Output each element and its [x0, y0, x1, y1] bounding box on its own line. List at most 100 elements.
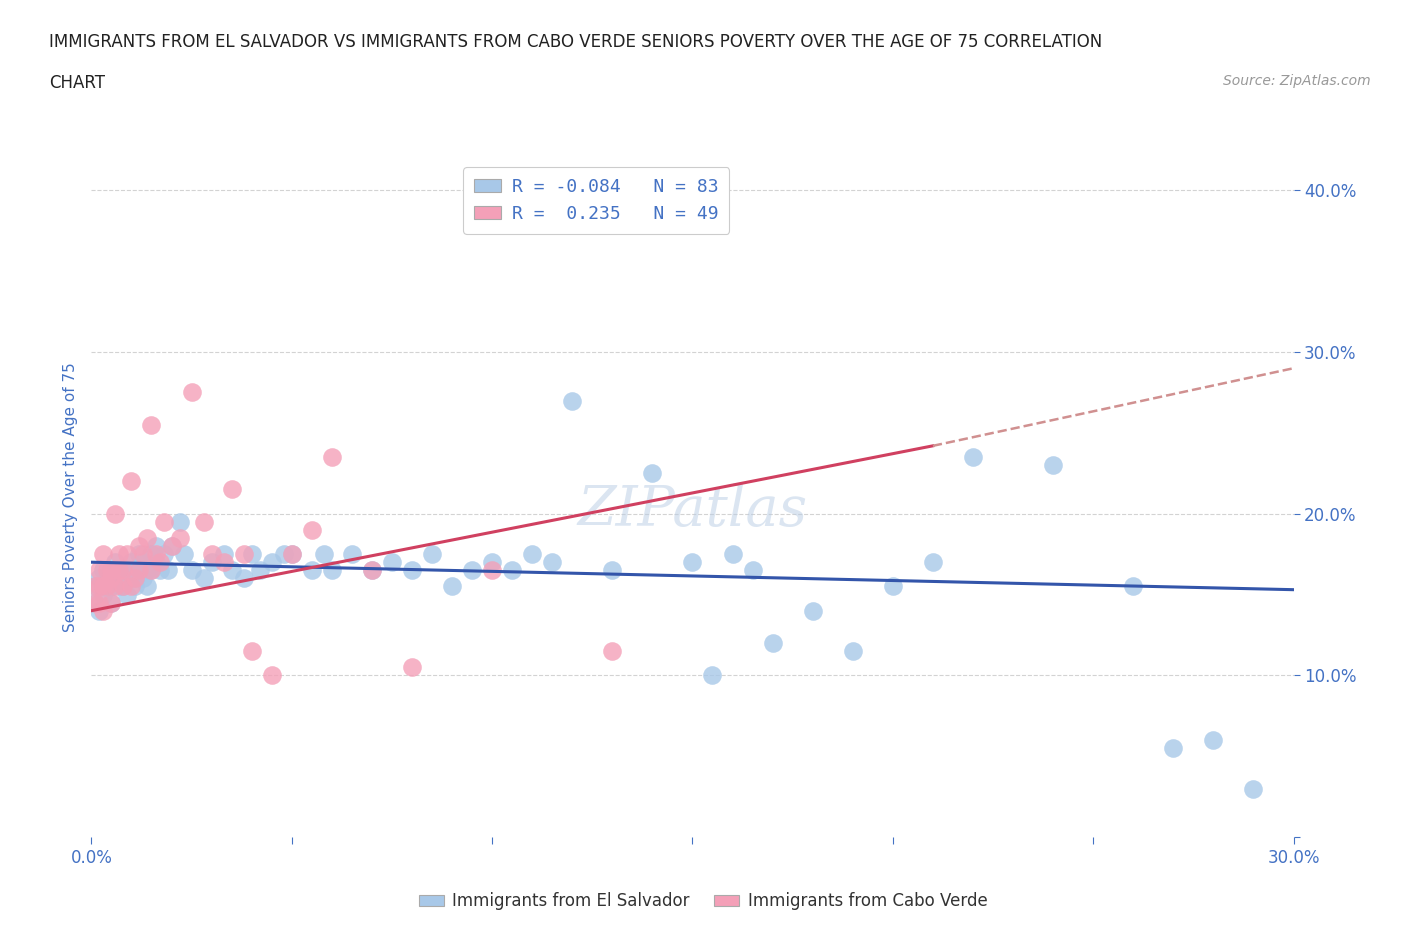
Point	[132, 555, 155, 570]
Point	[561, 393, 583, 408]
Point	[401, 660, 423, 675]
Point	[240, 547, 263, 562]
Point	[193, 571, 215, 586]
Point	[221, 482, 243, 497]
Point	[212, 555, 235, 570]
Point	[112, 563, 135, 578]
Point	[232, 547, 254, 562]
Point	[93, 604, 115, 618]
Legend: R = -0.084   N = 83, R =  0.235   N = 49: R = -0.084 N = 83, R = 0.235 N = 49	[463, 167, 730, 233]
Point	[922, 555, 945, 570]
Point	[96, 571, 118, 586]
Point	[128, 547, 150, 562]
Point	[104, 579, 127, 594]
Point	[801, 604, 824, 618]
Point	[89, 563, 111, 578]
Point	[180, 385, 202, 400]
Point	[641, 466, 664, 481]
Point	[281, 547, 304, 562]
Point	[1163, 740, 1185, 755]
Point	[104, 506, 127, 521]
Point	[193, 514, 215, 529]
Point	[148, 555, 170, 570]
Point	[132, 547, 155, 562]
Point	[89, 571, 111, 586]
Point	[89, 595, 111, 610]
Point	[602, 563, 624, 578]
Point	[1042, 458, 1064, 472]
Point	[461, 563, 484, 578]
Point	[249, 563, 271, 578]
Point	[312, 547, 335, 562]
Point	[522, 547, 544, 562]
Point	[762, 635, 785, 650]
Point	[212, 547, 235, 562]
Point	[160, 538, 183, 553]
Point	[1243, 781, 1265, 796]
Point	[301, 563, 323, 578]
Point	[152, 514, 174, 529]
Point	[136, 530, 159, 545]
Point	[121, 555, 143, 570]
Text: ZIPatlas: ZIPatlas	[578, 484, 807, 538]
Point	[340, 547, 363, 562]
Point	[1122, 579, 1144, 594]
Point	[117, 547, 139, 562]
Point	[93, 563, 115, 578]
Point	[148, 563, 170, 578]
Point	[501, 563, 523, 578]
Point	[84, 579, 107, 594]
Point	[420, 547, 443, 562]
Point	[96, 579, 118, 594]
Point	[124, 571, 146, 586]
Point	[100, 563, 122, 578]
Point	[260, 555, 283, 570]
Point	[156, 563, 179, 578]
Point	[145, 555, 167, 570]
Point	[108, 563, 131, 578]
Point	[173, 547, 195, 562]
Point	[260, 668, 283, 683]
Point	[273, 547, 295, 562]
Point	[141, 563, 163, 578]
Point	[121, 474, 143, 489]
Point	[108, 563, 131, 578]
Point	[100, 563, 122, 578]
Point	[132, 571, 155, 586]
Point	[145, 538, 167, 553]
Point	[108, 579, 131, 594]
Point	[240, 644, 263, 658]
Point	[145, 547, 167, 562]
Point	[440, 579, 463, 594]
Text: Source: ZipAtlas.com: Source: ZipAtlas.com	[1223, 74, 1371, 88]
Point	[124, 571, 146, 586]
Point	[301, 523, 323, 538]
Point	[84, 579, 107, 594]
Point	[93, 579, 115, 594]
Point	[201, 547, 224, 562]
Point	[160, 538, 183, 553]
Point	[481, 555, 503, 570]
Point	[152, 547, 174, 562]
Point	[93, 587, 115, 602]
Point	[136, 579, 159, 594]
Text: IMMIGRANTS FROM EL SALVADOR VS IMMIGRANTS FROM CABO VERDE SENIORS POVERTY OVER T: IMMIGRANTS FROM EL SALVADOR VS IMMIGRANT…	[49, 33, 1102, 50]
Point	[100, 579, 122, 594]
Point	[128, 563, 150, 578]
Point	[681, 555, 703, 570]
Point	[141, 547, 163, 562]
Legend: Immigrants from El Salvador, Immigrants from Cabo Verde: Immigrants from El Salvador, Immigrants …	[412, 885, 994, 917]
Point	[141, 563, 163, 578]
Point	[962, 450, 984, 465]
Point	[100, 595, 122, 610]
Point	[221, 563, 243, 578]
Point	[882, 579, 904, 594]
Point	[702, 668, 724, 683]
Point	[381, 555, 404, 570]
Point	[481, 563, 503, 578]
Point	[96, 563, 118, 578]
Point	[100, 571, 122, 586]
Point	[121, 579, 143, 594]
Point	[281, 547, 304, 562]
Point	[741, 563, 763, 578]
